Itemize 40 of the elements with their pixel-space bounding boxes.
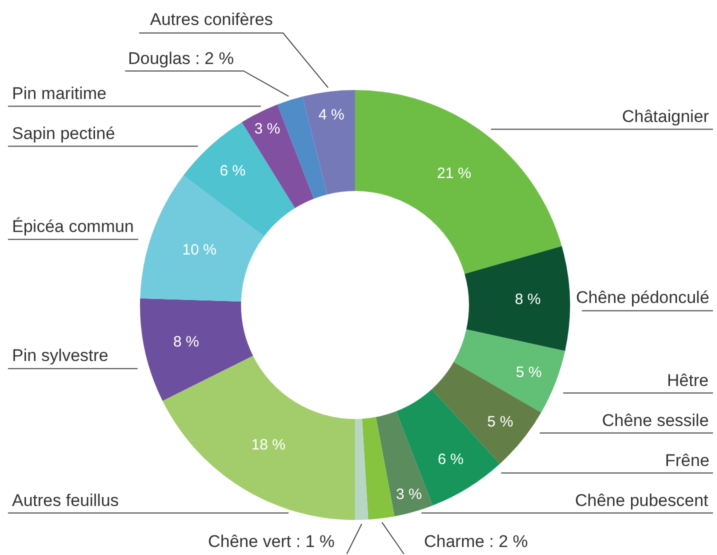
donut-slice xyxy=(396,389,500,506)
donut-slice xyxy=(355,90,562,274)
slice-label: Chêne pédonculé xyxy=(576,288,710,307)
donut-slice xyxy=(376,411,433,516)
data-label: 6 % xyxy=(438,450,464,468)
donut-slice xyxy=(302,90,355,194)
slice-label: Chêne sessile xyxy=(602,411,709,430)
data-label: 8 % xyxy=(173,333,200,350)
data-label: 5 % xyxy=(516,364,542,381)
donut-slice xyxy=(464,246,570,351)
donut-slice xyxy=(432,362,542,464)
donut-slice xyxy=(355,418,368,520)
data-label: 21 % xyxy=(437,165,472,182)
data-label: 18 % xyxy=(251,436,286,454)
data-label: 10 % xyxy=(182,242,216,259)
donut-slice xyxy=(454,329,566,412)
slice-label: Pin sylvestre xyxy=(12,346,108,365)
donut-slice xyxy=(140,298,253,401)
slice-label: Épicéa commun xyxy=(12,217,134,236)
donut-slice xyxy=(162,356,355,520)
data-label: 3 % xyxy=(254,120,280,138)
slice-label: Douglas : 2 % xyxy=(128,49,234,68)
slice-label: Pin maritime xyxy=(12,84,106,103)
data-label: 4 % xyxy=(318,106,344,124)
slice-label: Frêne xyxy=(665,451,710,470)
slice-label: Sapin pectiné xyxy=(12,124,116,143)
slice-label: Charme : 2 % xyxy=(424,532,528,551)
data-label: 3 % xyxy=(396,486,422,503)
data-label: 5 % xyxy=(487,413,514,430)
slice-label: Chêne vert : 1 % xyxy=(208,532,335,551)
slice-label: Autres conifères xyxy=(150,10,273,29)
slice-label: Autres feuillus xyxy=(12,491,119,510)
data-label: 6 % xyxy=(220,162,246,180)
donut-slice xyxy=(183,122,296,236)
data-label: 8 % xyxy=(514,291,541,308)
slice-label: Hêtre xyxy=(667,371,709,390)
donut-slice xyxy=(140,175,264,302)
slice-label: Chêne pubescent xyxy=(575,491,709,510)
slice-label: Châtaignier xyxy=(622,107,710,126)
donut-slice xyxy=(362,417,395,520)
